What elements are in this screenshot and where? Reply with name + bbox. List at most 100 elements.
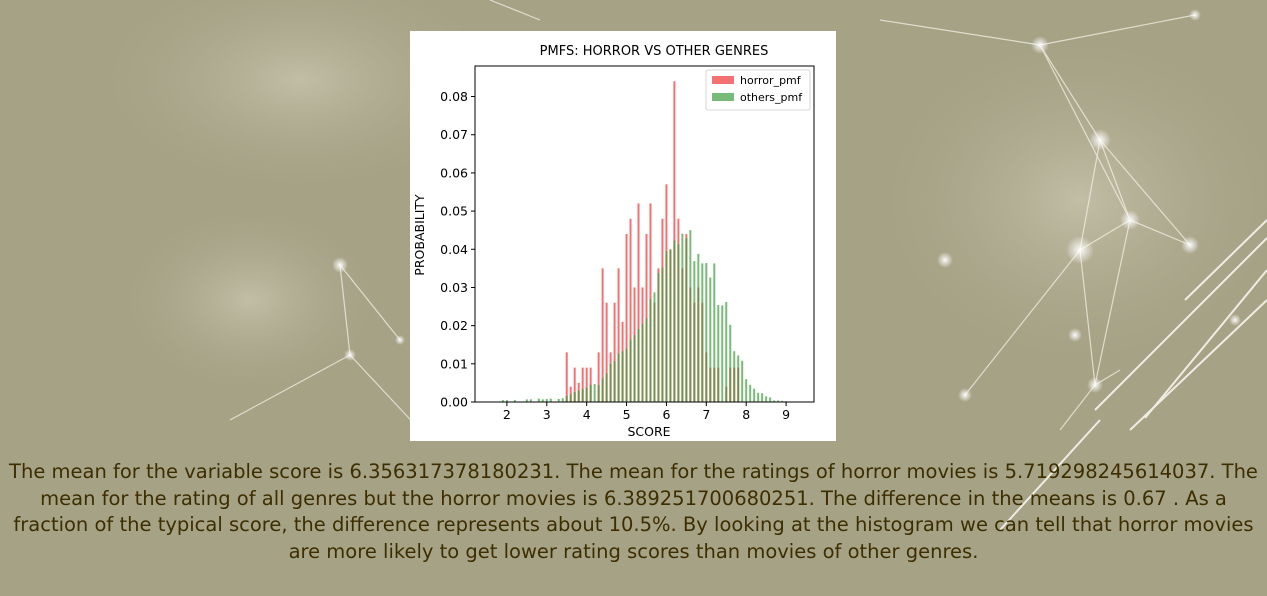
others-bar <box>549 398 552 402</box>
y-tick-label: 0.00 <box>440 395 468 410</box>
horror-bar <box>581 367 584 402</box>
x-tick-label: 7 <box>702 407 710 422</box>
x-tick-label: 5 <box>623 407 631 422</box>
others-bar <box>625 348 628 402</box>
others-bar <box>733 351 736 402</box>
others-bar <box>593 384 596 402</box>
y-axis-label: PROBABILITY <box>412 194 427 276</box>
x-tick-label: 6 <box>662 407 670 422</box>
others-bar <box>657 272 660 402</box>
others-bar <box>561 398 564 402</box>
y-tick-label: 0.05 <box>440 204 468 219</box>
horror-bar <box>573 367 576 402</box>
others-bar <box>769 397 772 402</box>
horror-bar <box>597 352 600 402</box>
others-bar <box>725 301 728 402</box>
others-bar <box>573 392 576 402</box>
others-bar <box>673 240 676 402</box>
chart-title: PMFS: HORROR VS OTHER GENRES <box>540 44 769 59</box>
others-bar <box>701 263 704 402</box>
others-bar <box>777 400 780 402</box>
others-bar <box>529 399 532 402</box>
y-ticks: 0.00 0.01 0.02 0.03 0.04 0.05 0.06 0.07 0.08 <box>440 89 475 410</box>
others-bar <box>585 387 588 402</box>
y-tick-label: 0.04 <box>440 242 468 257</box>
others-bar <box>569 394 572 402</box>
x-tick-label: 9 <box>782 407 790 422</box>
others-bar <box>745 379 748 402</box>
horror-bar <box>585 367 588 402</box>
legend-label-horror: horror_pmf <box>740 74 802 87</box>
y-tick-label: 0.07 <box>440 127 468 142</box>
others-bar <box>741 360 744 402</box>
others-bar <box>629 339 632 402</box>
horror-bars <box>565 81 740 402</box>
others-bar <box>621 351 624 402</box>
x-ticks: 2 3 4 5 6 7 8 9 <box>503 402 790 422</box>
others-bar <box>697 253 700 402</box>
horror-bar <box>601 268 604 402</box>
others-bar <box>577 390 580 402</box>
horror-bar <box>605 302 608 402</box>
y-tick-label: 0.06 <box>440 165 468 180</box>
others-bar <box>633 335 636 402</box>
others-bar <box>753 388 756 402</box>
others-bar <box>525 399 528 402</box>
others-bar <box>757 392 760 402</box>
others-bar <box>605 373 608 402</box>
legend-swatch-others <box>712 93 734 101</box>
others-bar <box>681 233 684 402</box>
others-bar <box>665 251 668 402</box>
others-bar <box>781 400 784 402</box>
others-bar <box>709 277 712 402</box>
others-bar <box>597 385 600 402</box>
others-bar <box>713 263 716 402</box>
others-bar <box>773 400 776 402</box>
horror-bar <box>625 234 628 402</box>
pmf-histogram: PMFS: HORROR VS OTHER GENRES PROBABILITY… <box>412 44 815 439</box>
others-bar <box>501 400 504 402</box>
others-bar <box>649 298 652 402</box>
y-tick-label: 0.08 <box>440 89 468 104</box>
others-bar <box>693 261 696 402</box>
others-bar <box>737 355 740 402</box>
analysis-caption: The mean for the variable score is 6.356… <box>9 460 1258 563</box>
others-bar <box>749 384 752 402</box>
others-bar <box>765 396 768 402</box>
x-tick-label: 2 <box>503 407 511 422</box>
others-bar <box>653 292 656 402</box>
others-bars <box>501 230 788 402</box>
others-bar <box>637 329 640 402</box>
others-bar <box>541 399 544 402</box>
y-tick-label: 0.03 <box>440 280 468 295</box>
others-bar <box>721 305 724 402</box>
others-bar <box>565 395 568 402</box>
others-bar <box>589 384 592 402</box>
others-bar <box>669 249 672 402</box>
others-bar <box>677 244 680 402</box>
others-bar <box>613 361 616 402</box>
horror-bar <box>645 234 648 402</box>
others-bar <box>601 378 604 402</box>
horror-bar <box>565 352 568 402</box>
x-tick-label: 4 <box>583 407 591 422</box>
horror-bar <box>617 268 620 402</box>
others-bar <box>705 263 708 402</box>
others-bar <box>689 230 692 402</box>
others-bar <box>505 400 508 402</box>
legend: horror_pmf others_pmf <box>705 69 811 111</box>
y-tick-label: 0.02 <box>440 318 468 333</box>
horror-bar <box>629 218 632 402</box>
legend-label-others: others_pmf <box>740 91 803 104</box>
others-bar <box>617 353 620 402</box>
others-bar <box>645 318 648 402</box>
others-bar <box>685 238 688 402</box>
others-bar <box>729 324 732 402</box>
legend-swatch-horror <box>712 76 734 84</box>
others-bar <box>717 305 720 402</box>
others-bar <box>545 398 548 402</box>
others-bar <box>557 398 560 402</box>
chart-panel: PMFS: HORROR VS OTHER GENRES PROBABILITY… <box>410 31 836 441</box>
others-bar <box>761 393 764 402</box>
y-tick-label: 0.01 <box>440 356 468 371</box>
